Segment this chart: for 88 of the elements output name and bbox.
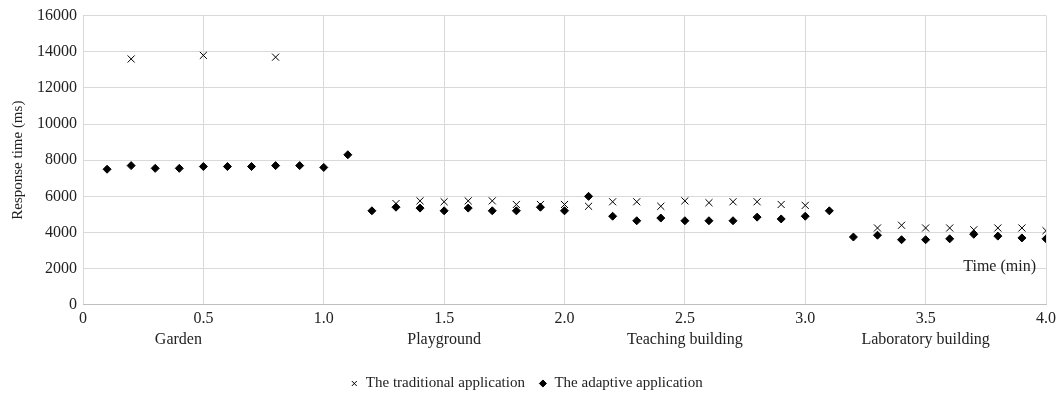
point — [921, 223, 930, 233]
point — [584, 202, 593, 211]
point — [608, 211, 618, 221]
x-tick-label: 3.5 — [915, 308, 936, 326]
point — [271, 53, 280, 62]
point — [198, 162, 208, 172]
point — [680, 216, 690, 226]
legend-label: The traditional application — [365, 374, 526, 391]
point — [416, 196, 425, 205]
point — [993, 231, 1003, 241]
point — [367, 206, 377, 216]
point — [1017, 233, 1027, 243]
point — [945, 223, 954, 233]
point — [921, 235, 931, 245]
point — [777, 200, 786, 209]
x-tick-label: 1.5 — [434, 308, 455, 326]
point — [993, 223, 1002, 233]
point — [511, 206, 521, 216]
point — [343, 150, 353, 160]
point — [728, 216, 738, 226]
point — [824, 206, 834, 216]
point — [174, 163, 184, 173]
point — [776, 214, 786, 224]
y-axis-title: Response time (ms) — [8, 100, 26, 220]
point — [704, 216, 714, 226]
point — [126, 161, 136, 171]
point — [608, 197, 617, 206]
point — [463, 203, 473, 213]
point — [897, 221, 906, 230]
point — [127, 54, 136, 64]
point — [199, 51, 208, 60]
point — [150, 163, 160, 173]
point — [464, 196, 473, 205]
text: Teaching building — [627, 330, 743, 348]
point — [800, 211, 810, 221]
text: Garden — [154, 330, 202, 347]
x-tick-label: 2.0 — [554, 308, 575, 326]
point — [271, 161, 281, 171]
point — [560, 200, 569, 209]
x-tick-label: 0.5 — [193, 308, 214, 326]
point — [222, 162, 232, 172]
y-tick-label: 6000 — [45, 186, 77, 204]
y-tick-label: 10000 — [37, 114, 77, 132]
text: Playground — [407, 330, 482, 348]
point — [873, 223, 882, 233]
point — [560, 206, 569, 216]
point — [753, 197, 762, 206]
point — [872, 230, 882, 240]
point — [488, 196, 497, 205]
point — [512, 200, 521, 209]
x-tick-label: 2.5 — [674, 308, 695, 326]
point — [969, 225, 978, 234]
y-tick-label: 14000 — [37, 41, 77, 59]
point — [487, 206, 497, 216]
point — [439, 206, 449, 216]
point — [632, 216, 642, 226]
x-tick-label: 1.0 — [313, 308, 334, 326]
point — [848, 232, 858, 242]
text: Laboratory building — [861, 330, 990, 348]
y-tick-label: 2000 — [45, 258, 77, 276]
legend-label: The adaptive application — [554, 374, 704, 391]
y-tick-label: 12000 — [37, 78, 77, 96]
point — [102, 164, 112, 174]
y-tick-label: 4000 — [45, 222, 77, 240]
x-tick-label: 3.0 — [795, 308, 816, 326]
x-axis-title: Time (min) — [963, 256, 1036, 275]
y-tick-label: 16000 — [37, 5, 77, 23]
point — [656, 202, 665, 211]
point — [656, 213, 666, 223]
point — [704, 198, 713, 207]
point — [1017, 223, 1026, 233]
point — [680, 196, 689, 205]
point — [415, 203, 425, 213]
point — [319, 162, 329, 172]
point — [728, 197, 738, 206]
point — [247, 162, 257, 172]
point — [391, 199, 401, 208]
point — [752, 212, 762, 222]
point — [295, 161, 305, 171]
y-tick-label: 8000 — [45, 150, 77, 168]
point — [897, 235, 907, 245]
y-tick-label: 0 — [69, 295, 77, 312]
point — [801, 201, 810, 210]
point — [632, 197, 641, 206]
point — [440, 197, 449, 206]
x-tick-label: 4.0 — [1036, 308, 1056, 326]
point — [584, 191, 594, 201]
point — [945, 234, 955, 244]
